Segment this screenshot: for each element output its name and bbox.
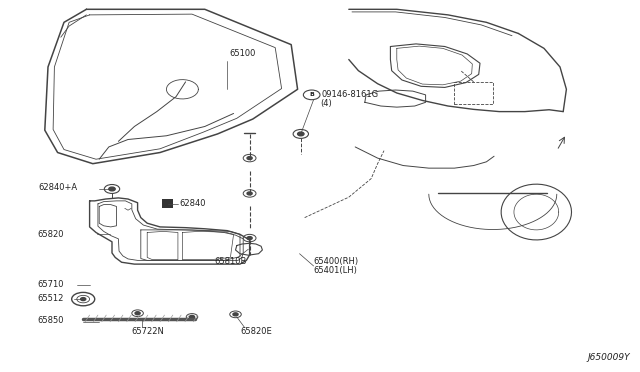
FancyBboxPatch shape — [162, 199, 173, 208]
Text: (4): (4) — [320, 99, 332, 108]
Circle shape — [298, 132, 304, 136]
Text: 65400(RH): 65400(RH) — [314, 257, 359, 266]
Text: 65722N: 65722N — [131, 327, 164, 336]
Bar — [454, 82, 493, 104]
Text: 65820: 65820 — [37, 230, 63, 239]
Text: 65810B: 65810B — [214, 257, 247, 266]
Text: 65401(LH): 65401(LH) — [314, 266, 358, 275]
Circle shape — [109, 187, 115, 191]
Text: 62840: 62840 — [179, 199, 205, 208]
Circle shape — [233, 313, 238, 316]
Circle shape — [247, 157, 252, 160]
Circle shape — [135, 312, 140, 315]
Text: 65850: 65850 — [37, 316, 63, 325]
Text: 65820E: 65820E — [240, 327, 272, 336]
Text: 65100: 65100 — [229, 49, 255, 58]
Circle shape — [247, 192, 252, 195]
Text: 65710: 65710 — [37, 280, 63, 289]
Text: 09146-8161G: 09146-8161G — [321, 90, 378, 99]
Circle shape — [189, 315, 195, 318]
Text: B: B — [309, 92, 314, 97]
Circle shape — [81, 298, 86, 301]
Text: J650009Y: J650009Y — [588, 353, 630, 362]
Text: 65512: 65512 — [37, 294, 63, 303]
Circle shape — [247, 237, 252, 240]
Text: 62840+A: 62840+A — [38, 183, 77, 192]
